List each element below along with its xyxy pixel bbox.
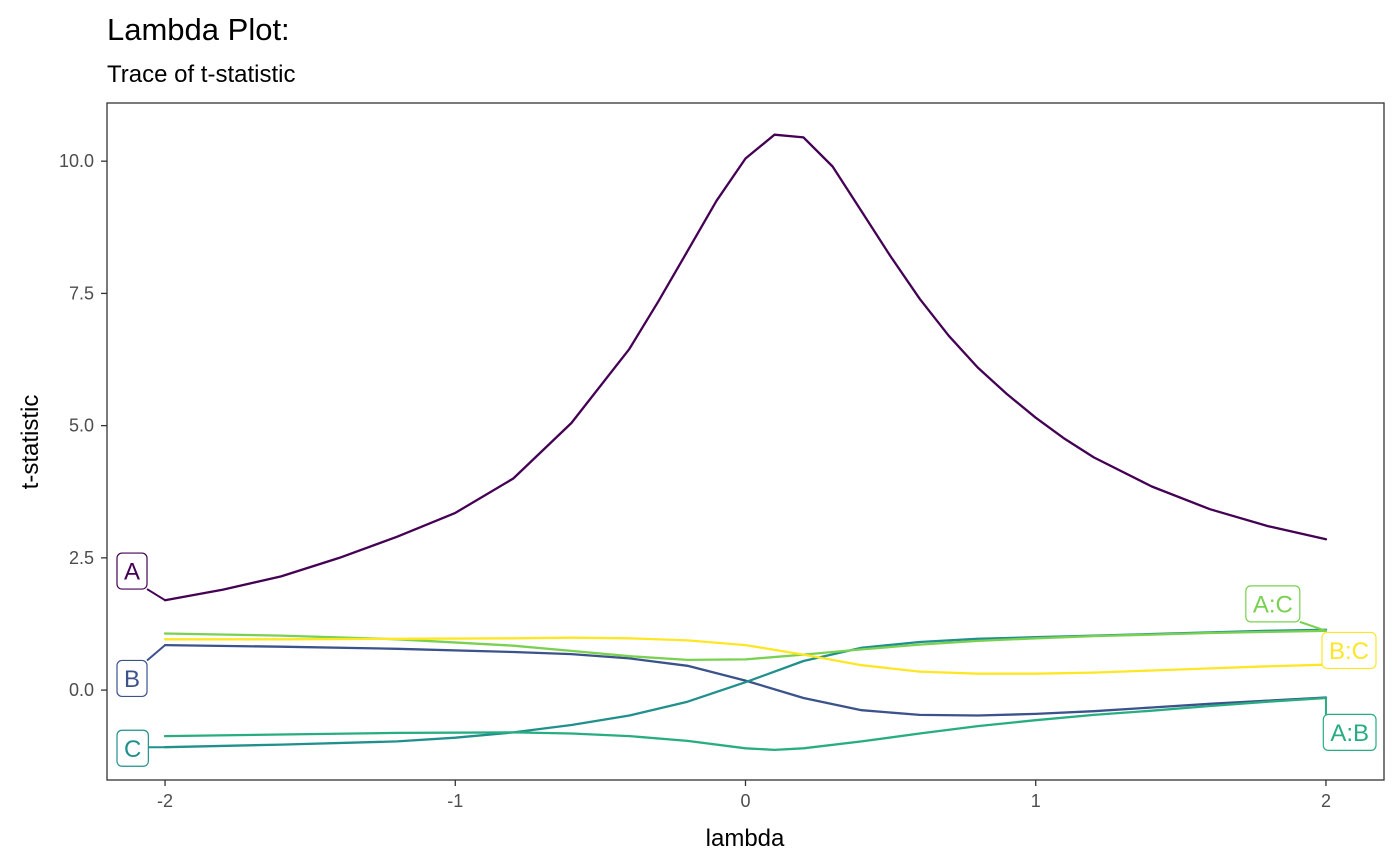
series-label: A [124, 559, 140, 586]
x-tick-label: 0 [740, 791, 750, 811]
series-line-a-b [163, 696, 1328, 752]
series-label-box [1322, 713, 1377, 751]
series-label: A:C [1253, 591, 1293, 618]
label-connector [146, 644, 166, 662]
y-tick-label: 0.0 [69, 680, 94, 700]
label-connector [146, 588, 166, 602]
series-label-box [116, 729, 149, 767]
series-label-box [1321, 631, 1377, 670]
y-tick-label: 5.0 [69, 416, 94, 436]
x-tick-label: 2 [1321, 791, 1331, 811]
series-lines [163, 133, 1328, 752]
panel-border [106, 102, 1385, 781]
series-line-a [163, 133, 1328, 602]
series-label-box [116, 659, 148, 698]
series-label: B:C [1329, 638, 1369, 665]
label-connectors [146, 588, 1327, 749]
x-axis-title: lambda [706, 825, 785, 852]
y-axis-title: t-statistic [17, 395, 44, 490]
y-axis: 0.0 2.5 5.0 7.5 10.0 [59, 151, 107, 700]
y-tick-label: 2.5 [69, 548, 94, 568]
series-label: A:B [1330, 720, 1369, 747]
series-label: B [124, 666, 140, 693]
series-labels: A B C A:B A:C B:C [116, 552, 1377, 767]
chart-subtitle: Trace of t-statistic [107, 61, 295, 88]
chart-title: Lambda Plot: [107, 12, 290, 47]
series-label: C [124, 736, 141, 763]
series-line-a-c [163, 629, 1328, 662]
y-tick-label: 7.5 [69, 283, 94, 303]
x-tick-label: -1 [447, 791, 463, 811]
series-line-b [163, 643, 1328, 717]
series-label-box [1245, 585, 1301, 623]
series-label-box [116, 552, 148, 590]
x-tick-label: 1 [1031, 791, 1041, 811]
y-tick-label: 10.0 [59, 151, 94, 171]
plot-area: A B C A:B A:C B:C [106, 102, 1385, 781]
x-tick-label: -2 [157, 791, 173, 811]
x-axis: -2 -1 0 1 2 [157, 780, 1331, 811]
series-line-b-c [163, 636, 1328, 675]
label-connector [1299, 620, 1327, 632]
